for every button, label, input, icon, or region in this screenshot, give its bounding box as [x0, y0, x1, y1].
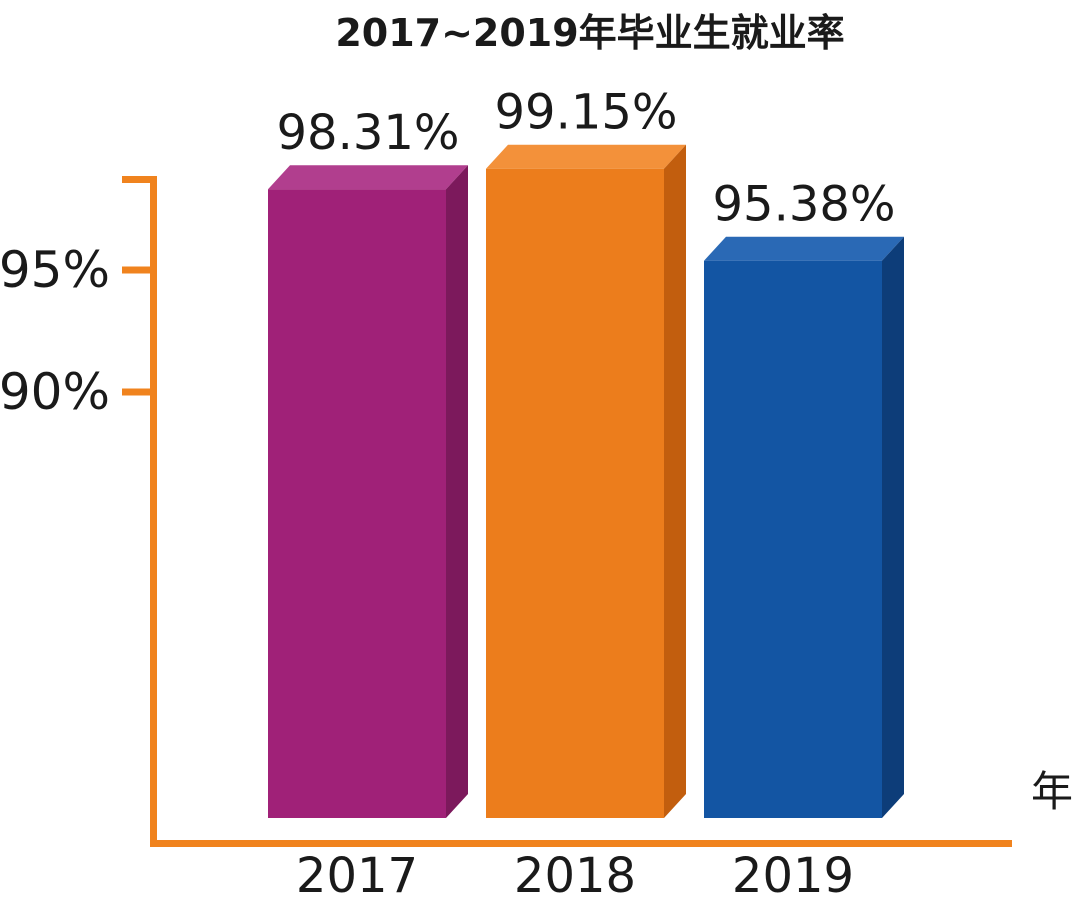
y-axis-tick — [122, 266, 150, 274]
y-axis-top-tick — [122, 176, 150, 183]
y-tick-label: 95% — [0, 241, 110, 299]
bar-value-label: 99.15% — [494, 85, 677, 141]
bar-value-label: 95.38% — [712, 177, 895, 233]
x-category-label: 2019 — [732, 848, 854, 903]
x-category-label: 2018 — [514, 848, 636, 903]
y-tick-label: 90% — [0, 363, 110, 421]
bar-top-face — [268, 165, 468, 190]
bar-front-face — [268, 189, 446, 819]
x-axis-line — [150, 840, 1012, 847]
x-axis-unit-label: 年 — [1031, 767, 1073, 816]
bar-front-face — [704, 260, 882, 818]
chart-title: 2017~2019年毕业生就业率 — [335, 11, 844, 55]
bar-front-face — [486, 168, 664, 819]
bar-top-face — [486, 144, 686, 169]
y-axis-tick — [122, 388, 150, 396]
bar-side-face — [882, 236, 904, 818]
y-axis-line — [150, 176, 157, 846]
bar-value-label: 98.31% — [276, 105, 459, 161]
bar-side-face — [664, 144, 686, 819]
x-category-label: 2017 — [296, 848, 418, 903]
bar-side-face — [446, 165, 468, 819]
bar-top-face — [704, 236, 904, 261]
